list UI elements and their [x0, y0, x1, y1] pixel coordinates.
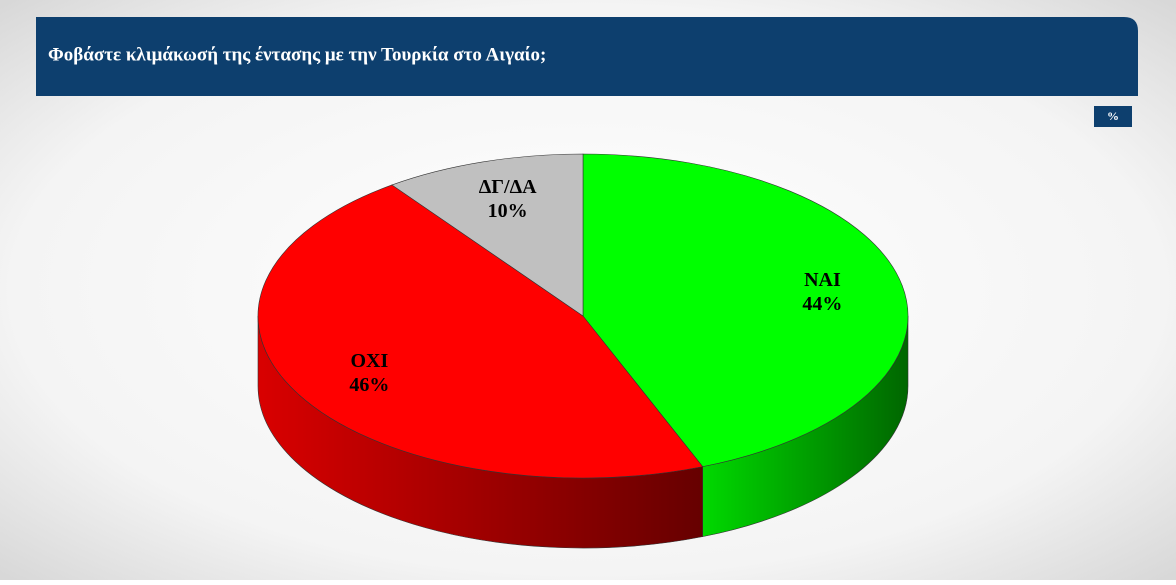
slice-value-label: 44%	[802, 293, 842, 315]
unit-badge-text: %	[1107, 109, 1119, 123]
slice-label: NAI	[804, 269, 841, 291]
unit-badge	[1094, 106, 1132, 127]
slice	[391, 153, 584, 317]
slice-value-label: 10%	[488, 200, 528, 222]
slice	[582, 153, 909, 467]
slice-value-label: 46%	[349, 374, 389, 396]
slice-label: ΔΓ/ΔΑ	[479, 176, 537, 198]
slice-label: OXI	[351, 350, 389, 372]
slice	[257, 184, 704, 479]
header-bar	[36, 17, 1138, 96]
chart-title: Φοβάστε κλιμάκωσή της έντασης με την Του…	[48, 44, 546, 65]
